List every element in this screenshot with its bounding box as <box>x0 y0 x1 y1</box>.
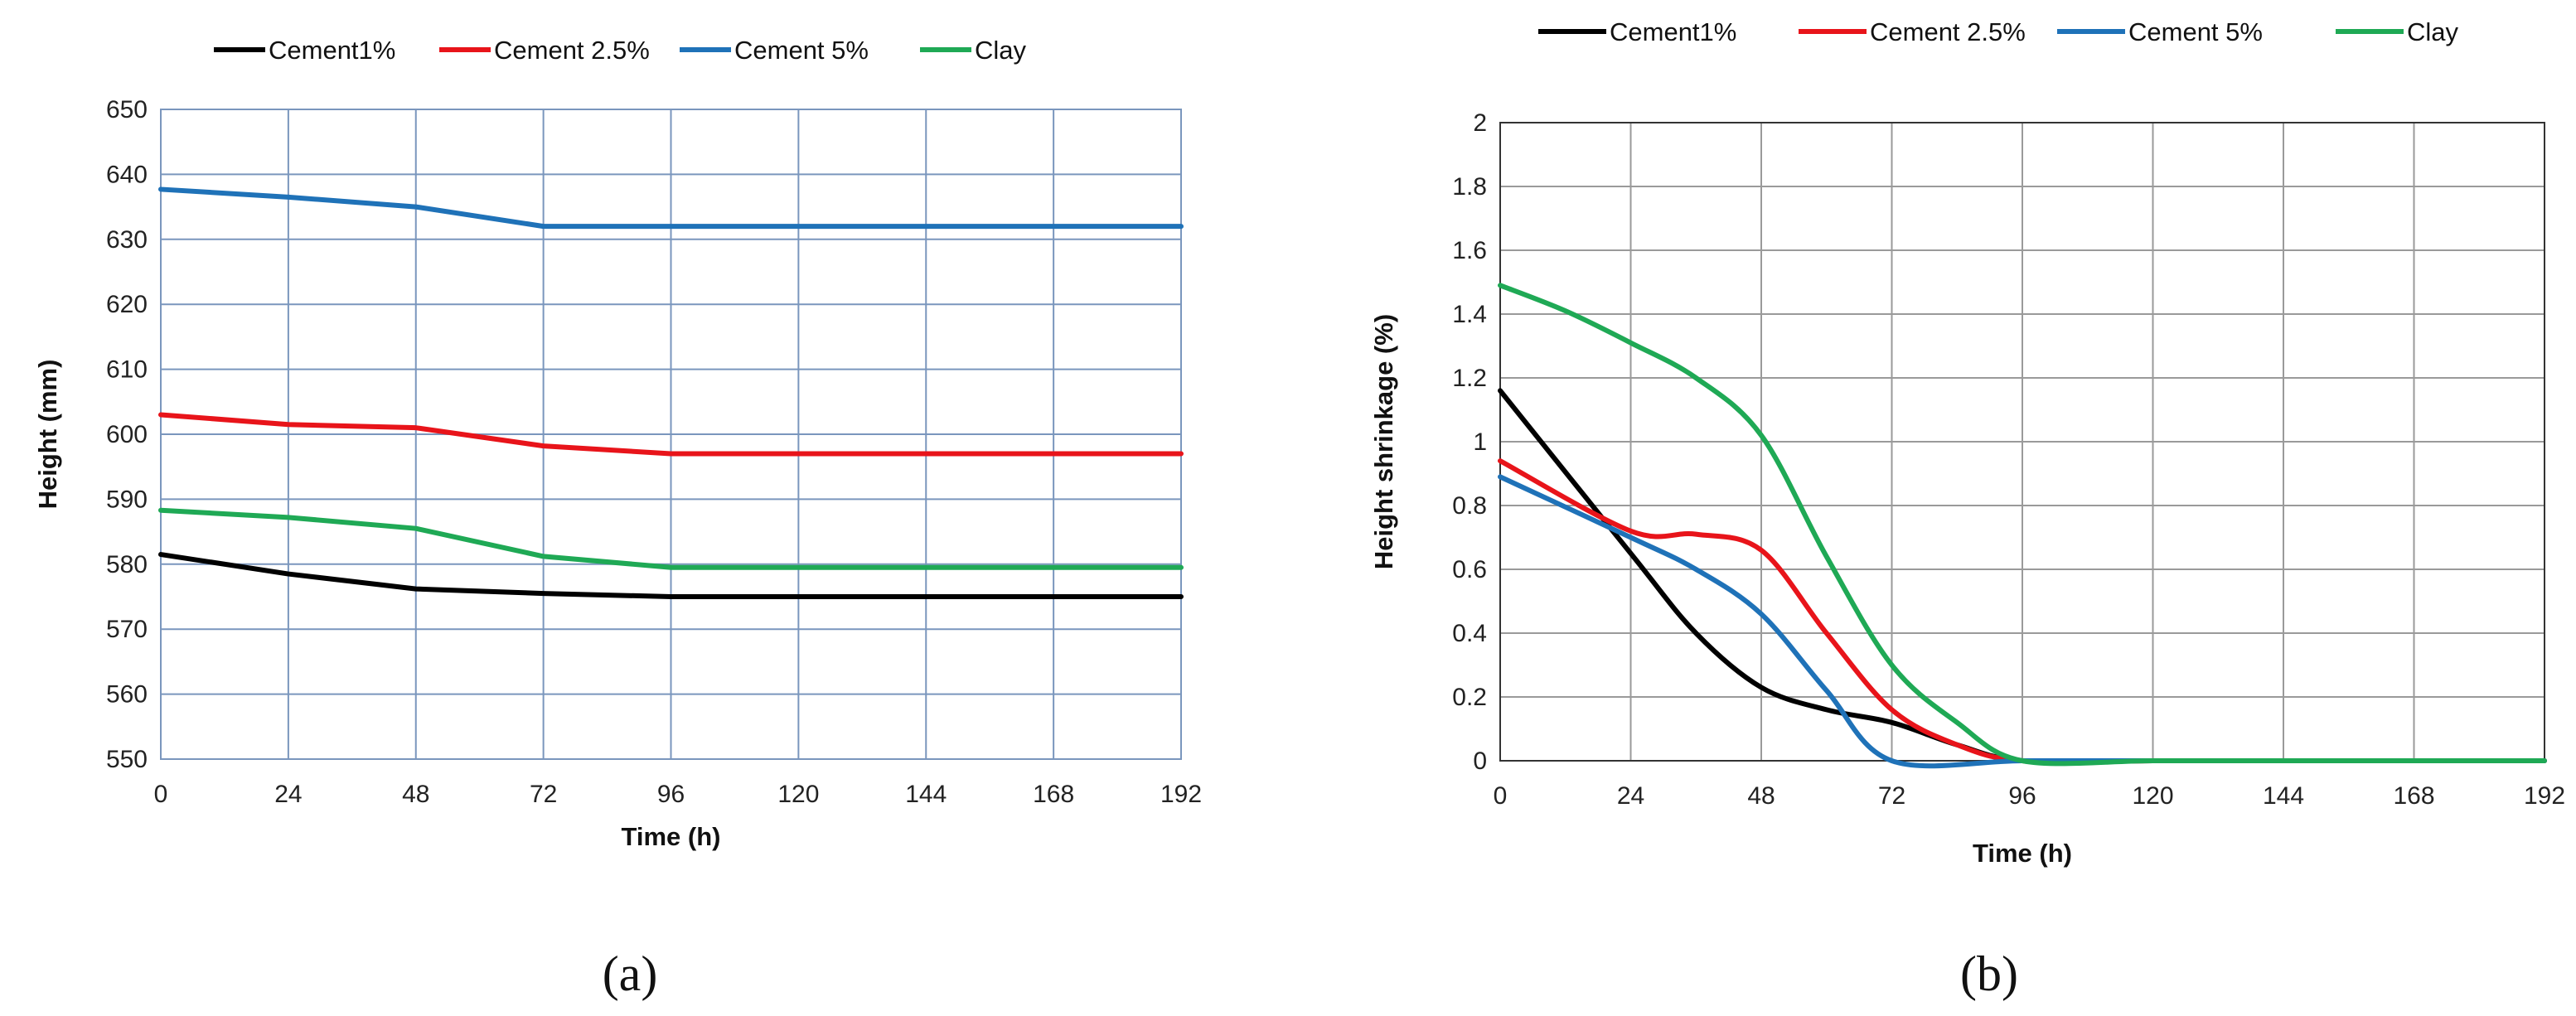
legend-panel-b: Cement1% Cement 2.5% Cement 5% Clay <box>1538 17 2459 46</box>
y-tick-label: 560 <box>106 681 148 709</box>
legend-label: Cement1% <box>269 36 395 65</box>
x-tick-label: 168 <box>2393 782 2434 810</box>
x-tick-label: 192 <box>2524 782 2565 810</box>
x-tick-label: 96 <box>2008 782 2036 810</box>
y-tick-labels-panel-b: 0 0.2 0.4 0.6 0.8 1 1.2 1.4 1.6 1.8 2 <box>1452 109 1487 775</box>
legend-label: Clay <box>975 36 1027 65</box>
x-tick-label: 48 <box>1747 782 1775 810</box>
panel-label-a: (a) <box>603 946 658 1001</box>
x-tick-label: 120 <box>2132 782 2173 810</box>
x-tick-labels-panel-b: 0 24 48 72 96 120 144 168 192 <box>1494 782 2565 810</box>
y-tick-label: 1.6 <box>1452 237 1487 264</box>
y-tick-label: 620 <box>106 291 148 318</box>
x-tick-label: 72 <box>530 781 557 808</box>
legend-label: Cement 2.5% <box>494 36 650 65</box>
x-tick-label: 48 <box>402 781 429 808</box>
y-tick-label: 0 <box>1473 747 1487 775</box>
x-tick-label: 24 <box>1617 782 1644 810</box>
y-tick-labels-panel-a: 550 560 570 580 590 600 610 620 630 640 650 <box>106 96 148 773</box>
y-tick-label: 1.4 <box>1452 301 1487 328</box>
y-tick-label: 0.2 <box>1452 684 1487 711</box>
x-axis-title-panel-a: Time (h) <box>622 822 721 851</box>
y-tick-label: 0.6 <box>1452 556 1487 583</box>
legend-label: Clay <box>2407 17 2459 46</box>
series-line-clay <box>158 507 1184 570</box>
x-tick-label: 144 <box>905 781 947 808</box>
x-tick-label: 168 <box>1033 781 1074 808</box>
y-tick-label: 2 <box>1473 109 1487 137</box>
series-lines-panel-b <box>1498 283 2547 769</box>
y-tick-label: 640 <box>106 161 148 188</box>
x-tick-label: 72 <box>1878 782 1905 810</box>
series-lines-panel-a <box>158 186 1184 599</box>
y-tick-label: 570 <box>106 616 148 643</box>
series-line-cement-5- <box>158 186 1184 230</box>
x-axis-title-panel-b: Time (h) <box>1973 839 2072 868</box>
legend-label: Cement1% <box>1610 17 1736 46</box>
y-tick-label: 580 <box>106 551 148 578</box>
y-tick-label: 590 <box>106 486 148 513</box>
series-line-cement1- <box>158 552 1184 599</box>
legend-label: Cement 2.5% <box>1870 17 2026 46</box>
plot-area-frame-panel-a <box>160 109 1182 760</box>
series-line-clay <box>1498 283 2547 767</box>
legend-panel-a: Cement1% Cement 2.5% Cement 5% Clay <box>214 36 1027 65</box>
chart-panel-b: Cement1% Cement 2.5% Cement 5% Clay 0 0.2 0.4… <box>1369 17 2565 1001</box>
chart-panel-a: Cement1% Cement 2.5% Cement 5% Clay 5505605… <box>33 36 1202 1001</box>
y-tick-label: 630 <box>106 226 148 254</box>
x-tick-label: 0 <box>154 781 168 808</box>
y-tick-label: 1.8 <box>1452 173 1487 201</box>
y-tick-label: 610 <box>106 356 148 384</box>
y-tick-label: 650 <box>106 96 148 123</box>
series-line-cement-2-5- <box>158 412 1184 457</box>
y-tick-label: 1.2 <box>1452 365 1487 392</box>
x-tick-label: 0 <box>1494 782 1508 810</box>
y-tick-label: 600 <box>106 421 148 448</box>
y-tick-label: 550 <box>106 746 148 773</box>
x-tick-label: 192 <box>1160 781 1202 808</box>
x-tick-labels-panel-a: 0 24 48 72 96 120 144 168 192 <box>154 781 1202 808</box>
y-tick-label: 1 <box>1473 428 1487 456</box>
y-tick-label: 0.8 <box>1452 492 1487 520</box>
x-tick-label: 120 <box>777 781 819 808</box>
y-tick-label: 0.4 <box>1452 620 1487 647</box>
x-tick-label: 24 <box>274 781 302 808</box>
gridlines-panel-b <box>1499 122 2545 762</box>
y-axis-title-panel-a: Height (mm) <box>33 360 62 510</box>
legend-label: Cement 5% <box>734 36 869 65</box>
x-tick-label: 144 <box>2263 782 2304 810</box>
y-axis-title-panel-b: Height shrinkage (%) <box>1369 314 1398 569</box>
x-tick-label: 96 <box>657 781 685 808</box>
gridlines-panel-a <box>160 109 1182 760</box>
panel-label-b: (b) <box>1960 946 2018 1001</box>
legend-label: Cement 5% <box>2128 17 2263 46</box>
